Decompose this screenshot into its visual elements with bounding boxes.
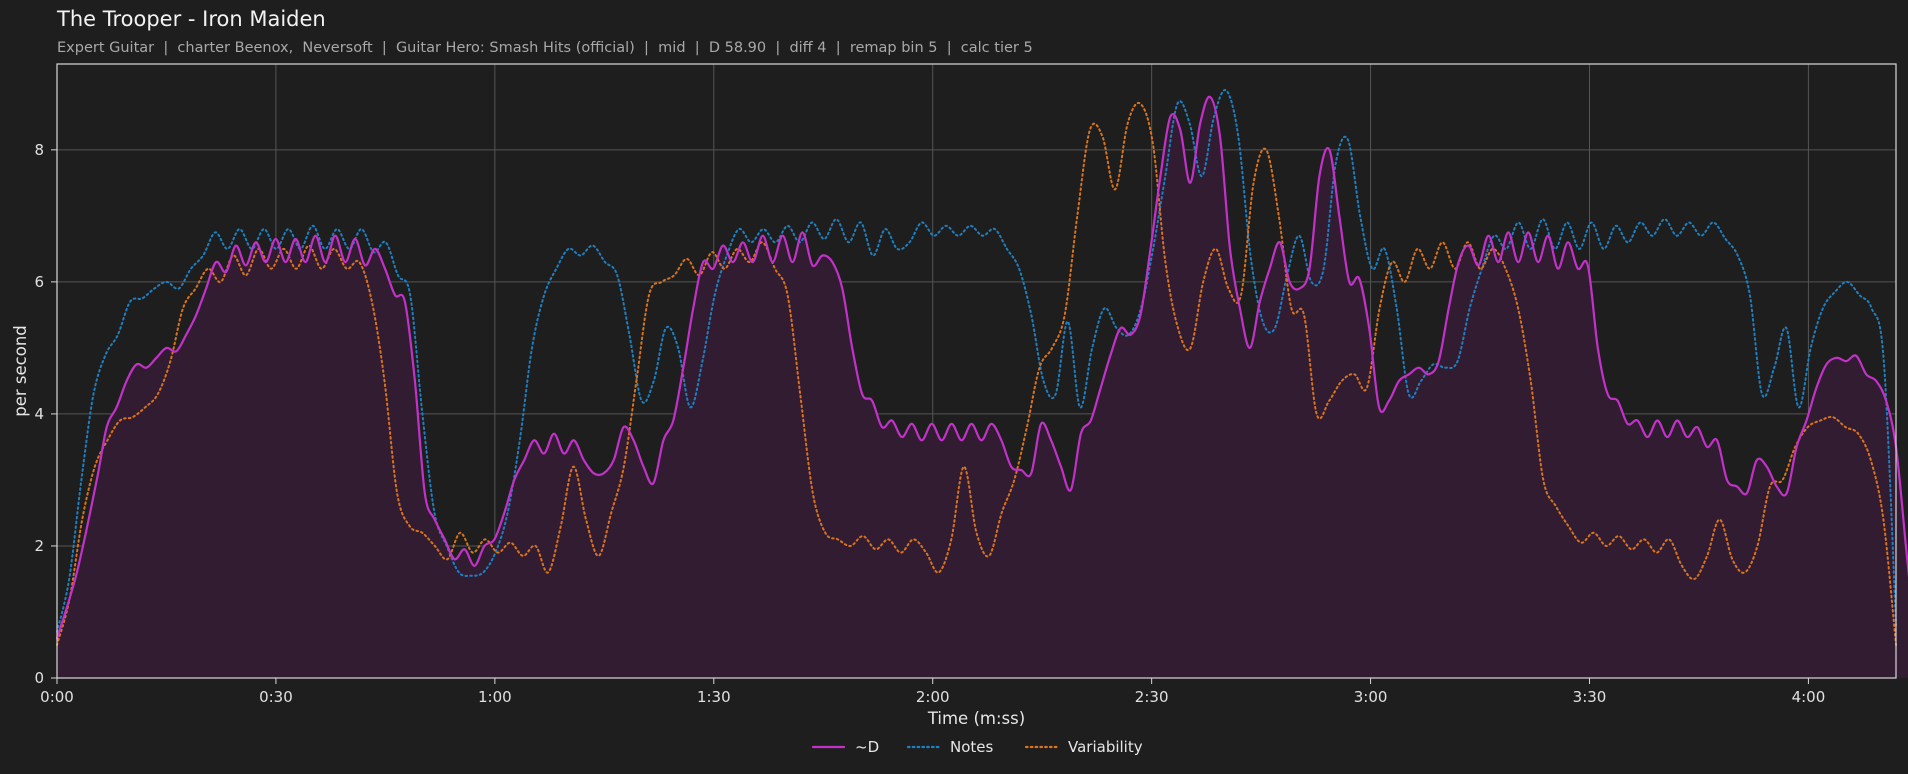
y-tick-label: 4 [34,405,44,423]
legend-label: Notes [950,738,994,756]
x-tick-label: 4:00 [1792,688,1826,706]
legend-item-notes[interactable]: Notes [906,738,994,756]
y-tick-label: 8 [34,141,44,159]
x-tick-label: 1:00 [478,688,512,706]
x-tick-label: 0:30 [259,688,293,706]
y-tick-label: 0 [34,669,44,687]
x-tick-label: 1:30 [697,688,731,706]
x-tick-label: 3:00 [1354,688,1388,706]
legend-label: Variability [1068,738,1143,756]
legend-item-d[interactable]: ~D [811,738,879,756]
d-line [55,95,1908,640]
legend-item-variability[interactable]: Variability [1024,738,1143,756]
y-tick-label: 2 [34,537,44,555]
variability-line [56,101,1897,646]
chart-subtitle: Expert Guitar | charter Beenox, Neversof… [57,40,1033,56]
plot-frame [56,63,1897,679]
chart-title: The Trooper - Iron Maiden [57,7,326,31]
legend-label: ~D [855,738,879,756]
x-tick-label: 0:00 [40,688,74,706]
x-tick-label: 2:30 [1135,688,1169,706]
d-fill-area [57,96,1908,678]
y-tick-label: 6 [34,273,44,291]
d-area-fill [57,96,1908,678]
x-axis-label: Time (m:ss) [927,709,1025,728]
notes-line [56,89,1897,633]
y-axis-ticks: 0 2 4 6 8 [34,141,57,687]
legend[interactable]: ~D Notes Variability [811,738,1143,756]
x-axis-ticks: 0:00 0:30 1:00 1:30 2:00 2:30 3:00 3:30 4:00 [40,678,1825,706]
series-lines [55,89,1908,646]
x-tick-label: 3:30 [1573,688,1607,706]
y-axis-label: per second [11,325,30,417]
x-tick-label: 2:00 [916,688,950,706]
